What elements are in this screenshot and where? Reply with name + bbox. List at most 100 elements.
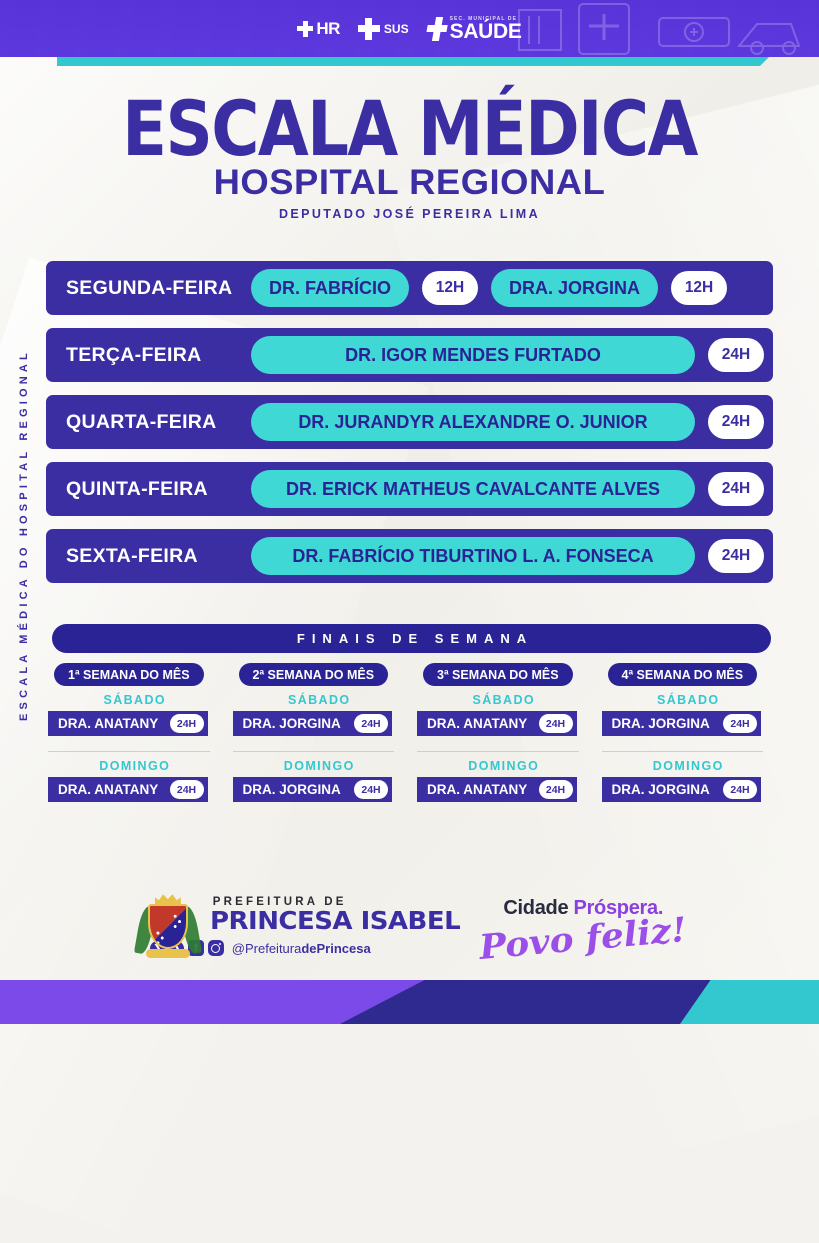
day-label-sunday: DOMINGO — [468, 759, 540, 773]
day-label-saturday: SÁBADO — [656, 693, 720, 707]
doctor-pill: DR. JURANDYR ALEXANDRE O. JUNIOR — [251, 403, 695, 441]
ambulance-ghost-image — [518, 3, 801, 55]
hours-badge: 24H — [723, 714, 757, 733]
weekend-section-header-text: FINAIS DE SEMANA — [296, 631, 534, 646]
footer: PREFEITURA DE PRINCESA ISABEL ❯ ❯ f @Pre… — [0, 872, 819, 980]
doctor-pill: DR. FABRÍCIO TIBURTINO L. A. FONSECA — [251, 537, 695, 575]
prefeitura-logo-block: PREFEITURA DE PRINCESA ISABEL ❯ ❯ f @Pre… — [133, 890, 460, 962]
ribbon — [145, 949, 190, 958]
doctor-pill: DR. FABRÍCIO — [251, 269, 410, 307]
week-label: 2ª SEMANA DO MÊS — [238, 663, 389, 686]
sus-logo-text: SUS — [383, 21, 409, 36]
hours-badge: 24H — [169, 714, 204, 733]
medical-cross-icon — [297, 20, 314, 37]
hours-badge: 12H — [671, 271, 728, 305]
divider — [417, 751, 579, 752]
weekend-column: 2ª SEMANA DO MÊS SÁBADO DRA. JORGINA 24H… — [232, 663, 407, 802]
vertical-side-label-text: ESCALA MÉDICA DO HOSPITAL REGIONAL — [18, 349, 31, 721]
vertical-side-label: ESCALA MÉDICA DO HOSPITAL REGIONAL — [13, 245, 35, 825]
doctor-name: DRA. JORGINA — [611, 716, 710, 731]
page-title: ESCALA MÉDICA — [122, 84, 698, 174]
weekend-entry-sunday: DRA. ANATANY 24H — [417, 777, 577, 802]
doctor-name: DRA. ANATANY — [427, 716, 528, 731]
crown-icon — [154, 894, 181, 905]
weekend-section-header: FINAIS DE SEMANA — [52, 624, 771, 653]
hours-badge: 24H — [354, 780, 388, 799]
social-handle-prefix: @Prefeitura — [231, 940, 302, 956]
hours-badge: 24H — [538, 780, 573, 799]
hours-badge: 24H — [708, 405, 764, 439]
social-handle[interactable]: @PrefeituradePrincesa — [232, 941, 371, 956]
prefeitura-name: PRINCESA ISABEL — [209, 906, 461, 935]
table-row: SEXTA-FEIRA DR. FABRÍCIO TIBURTINO L. A.… — [46, 529, 773, 583]
table-row: QUINTA-FEIRA DR. ERICK MATHEUS CAVALCANT… — [46, 462, 773, 516]
table-row: SEGUNDA-FEIRA DR. FABRÍCIO 12H DRA. JORG… — [46, 261, 773, 315]
doctor-pill: DR. IGOR MENDES FURTADO — [251, 336, 695, 374]
slogan-part-a: Cidade — [503, 896, 574, 919]
doctor-name: DRA. ANATANY — [58, 782, 159, 797]
prefeitura-small-text: PREFEITURA DE — [212, 896, 347, 908]
weekend-entry-sunday: DRA. JORGINA 24H — [601, 777, 761, 802]
hours-badge: 24H — [354, 714, 388, 733]
instagram-icon[interactable] — [207, 940, 224, 956]
hours-badge: 24H — [538, 714, 573, 733]
medical-cross-icon — [424, 17, 448, 41]
week-label: 4ª SEMANA DO MÊS — [607, 663, 758, 686]
week-label: 3ª SEMANA DO MÊS — [423, 663, 573, 686]
page-subtitle: HOSPITAL REGIONAL — [213, 163, 606, 203]
hr-logo: HR — [297, 20, 340, 37]
teal-accent-stripe — [57, 57, 769, 66]
medical-cross-icon — [357, 17, 380, 40]
slogan-line-1: Cidade Próspera. — [503, 897, 663, 920]
weekday-label: TERÇA-FEIRA — [66, 343, 202, 366]
weekday-label: QUINTA-FEIRA — [66, 477, 208, 500]
doctor-name: DRA. JORGINA — [242, 716, 341, 731]
hours-badge: 24H — [708, 472, 764, 506]
weekday-label: SEXTA-FEIRA — [66, 544, 198, 567]
weekend-schedule-grid: 1ª SEMANA DO MÊS SÁBADO DRA. ANATANY 24H… — [48, 663, 775, 802]
day-label-sunday: DOMINGO — [283, 759, 355, 773]
weekend-column: 1ª SEMANA DO MÊS SÁBADO DRA. ANATANY 24H… — [48, 663, 222, 802]
doctor-pill: DRA. JORGINA — [491, 269, 659, 307]
weekend-entry-saturday: DRA. ANATANY 24H — [48, 711, 208, 736]
doctor-name: DRA. JORGINA — [611, 782, 710, 797]
weekend-entry-sunday: DRA. ANATANY 24H — [48, 777, 208, 802]
weekend-column: 3ª SEMANA DO MÊS SÁBADO DRA. ANATANY 24H… — [417, 663, 591, 802]
day-label-saturday: SÁBADO — [287, 693, 351, 707]
divider — [601, 751, 763, 752]
saude-logo: SEC. MUNICIPAL DE SAÚDE — [427, 16, 522, 42]
saude-logo-main-text: SAÚDE — [449, 19, 522, 43]
doctor-name: DRA. JORGINA — [242, 782, 341, 797]
weekday-label: SEGUNDA-FEIRA — [66, 276, 233, 299]
divider — [48, 751, 210, 752]
slogan-block: Cidade Próspera. Povo feliz! — [478, 897, 689, 968]
table-row: TERÇA-FEIRA DR. IGOR MENDES FURTADO 24H — [46, 328, 773, 382]
social-handle-bold: dePrincesa — [301, 940, 371, 956]
doctor-name: DRA. ANATANY — [427, 782, 528, 797]
hr-logo-text: HR — [316, 19, 340, 38]
day-label-saturday: SÁBADO — [472, 693, 536, 707]
hours-badge: 24H — [708, 539, 764, 573]
page-subtitle-secondary: DEPUTADO JOSÉ PEREIRA LIMA — [278, 207, 541, 222]
weekend-entry-saturday: DRA. ANATANY 24H — [417, 711, 577, 736]
banner-logos: HR SUS SEC. MUNICIPAL DE SAÚDE — [0, 0, 819, 57]
doctor-pill: DR. ERICK MATHEUS CAVALCANTE ALVES — [251, 470, 695, 508]
hours-badge: 12H — [422, 271, 479, 305]
weekday-label: QUARTA-FEIRA — [66, 410, 217, 433]
table-row: QUARTA-FEIRA DR. JURANDYR ALEXANDRE O. J… — [46, 395, 773, 449]
slogan-part-b: Próspera. — [573, 896, 664, 919]
day-label-sunday: DOMINGO — [652, 759, 724, 773]
day-label-sunday: DOMINGO — [99, 759, 171, 773]
weekday-schedule-list: SEGUNDA-FEIRA DR. FABRÍCIO 12H DRA. JORG… — [46, 261, 773, 596]
shield-icon — [147, 904, 188, 949]
weekend-column: 4ª SEMANA DO MÊS SÁBADO DRA. JORGINA 24H… — [601, 663, 776, 802]
top-banner: HR SUS SEC. MUNICIPAL DE SAÚDE — [0, 0, 819, 57]
bottom-bar — [0, 980, 819, 1024]
hours-badge: 24H — [708, 338, 764, 372]
hours-badge: 24H — [723, 780, 757, 799]
weekend-entry-saturday: DRA. JORGINA 24H — [601, 711, 761, 736]
slogan-line-2: Povo feliz! — [477, 909, 689, 968]
weekend-entry-saturday: DRA. JORGINA 24H — [232, 711, 392, 736]
weekend-entry-sunday: DRA. JORGINA 24H — [232, 777, 392, 802]
divider — [232, 751, 394, 752]
